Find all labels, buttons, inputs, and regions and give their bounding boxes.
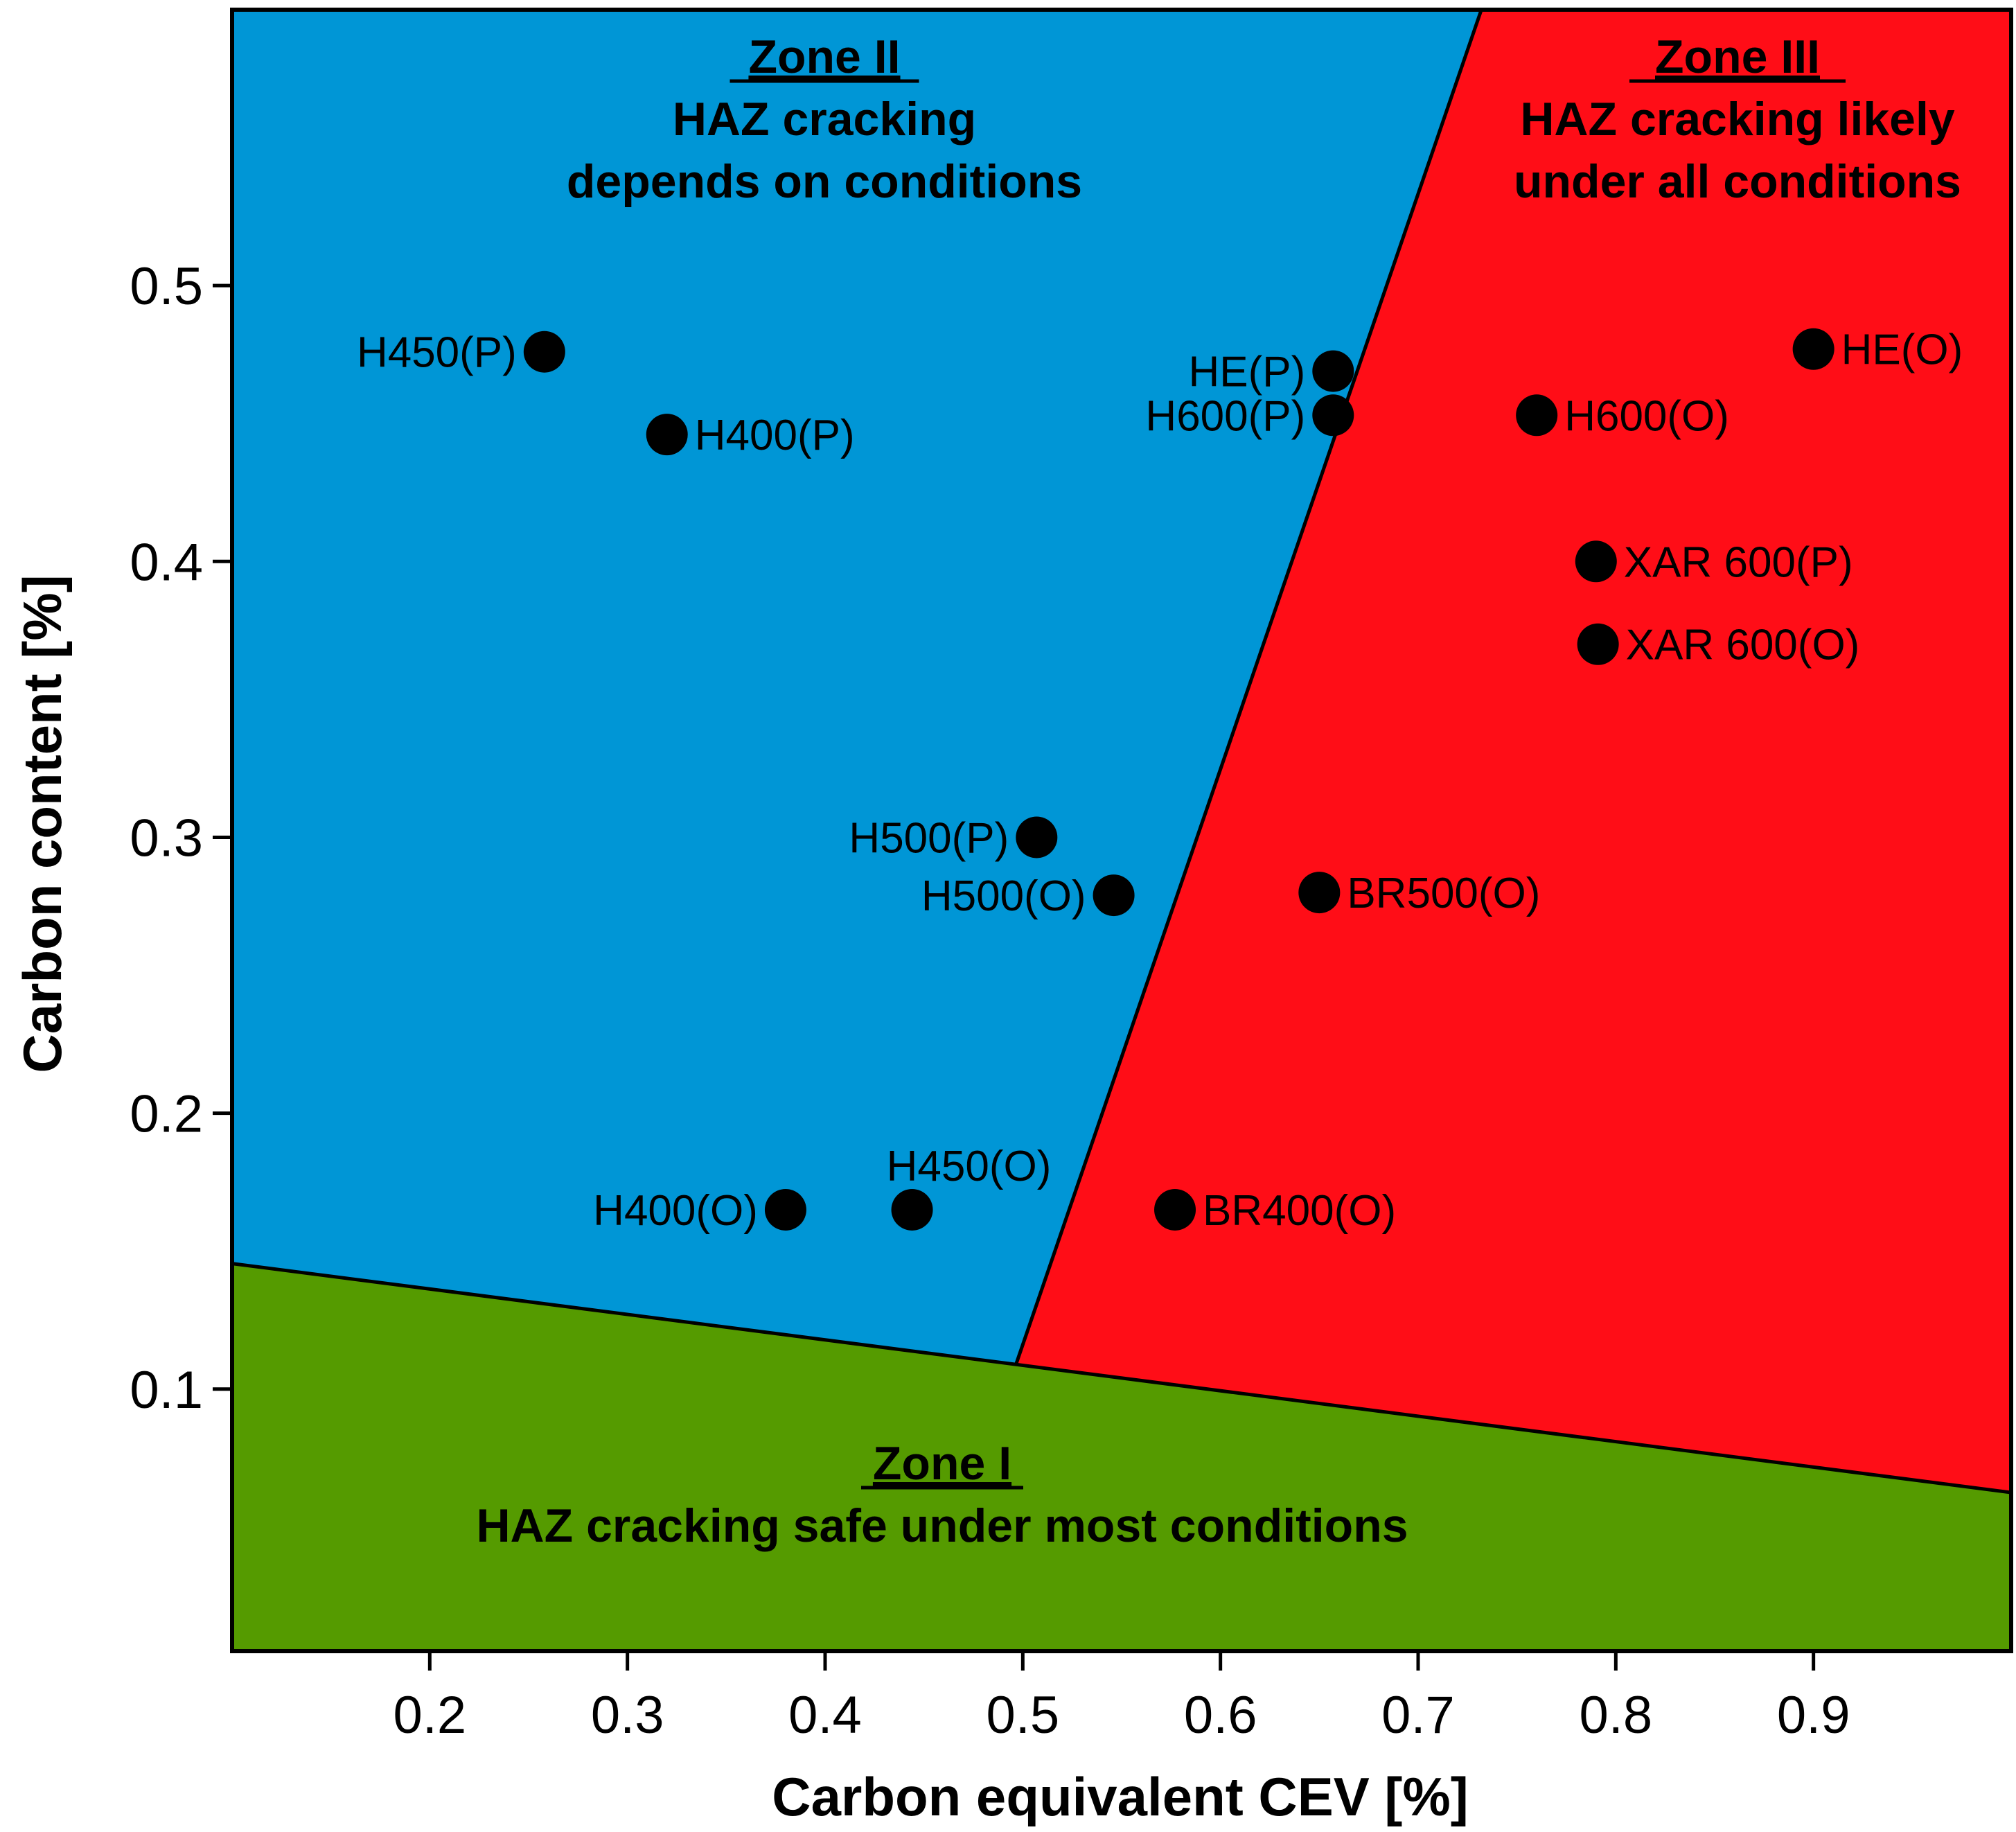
x-tick-label: 0.7 <box>1381 1686 1455 1745</box>
boundary-line-1 <box>231 1262 2012 1495</box>
x-tick-label: 0.4 <box>788 1686 862 1745</box>
data-point <box>1312 350 1354 392</box>
point-label: H400(P) <box>695 412 855 459</box>
point-label: H500(O) <box>921 872 1086 920</box>
x-tick-label: 0.6 <box>1184 1686 1257 1745</box>
boundary-line-2 <box>1014 9 1483 1366</box>
point-label: H500(P) <box>849 814 1009 862</box>
zone1-region <box>232 1263 2011 1651</box>
x-tick-label: 0.2 <box>394 1686 467 1745</box>
zone3-title: Zone III <box>1655 30 1820 83</box>
zones-layer <box>232 10 2011 1651</box>
y-tick-label: 0.3 <box>130 809 203 867</box>
data-points: H450(P) H400(P) HE(P)H600(P) HE(O) H600(O) XA… <box>357 326 1963 1235</box>
x-tick-label: 0.8 <box>1580 1686 1653 1745</box>
y-tick-label: 0.5 <box>130 257 203 316</box>
zone3-description: under all conditions <box>1514 155 1961 208</box>
point-label: H400(O) <box>593 1187 758 1235</box>
zone2-description: HAZ cracking <box>673 93 976 146</box>
data-point <box>1298 872 1341 914</box>
point-label: XAR 600(P) <box>1624 538 1853 586</box>
y-axis: 0.1 0.2 0.3 0.4 0.5 <box>130 257 232 1420</box>
data-point <box>646 414 688 456</box>
plot-frame <box>230 8 2013 1653</box>
zone2-description: depends on conditions <box>567 155 1082 208</box>
point-label: BR500(O) <box>1347 870 1540 917</box>
y-tick-label: 0.4 <box>130 533 203 592</box>
zone1-title: Zone I <box>873 1437 1011 1490</box>
y-tick-label: 0.1 <box>130 1361 203 1420</box>
point-label: H600(O) <box>1564 392 1729 440</box>
x-tick-label: 0.5 <box>987 1686 1060 1745</box>
point-label: XAR 600(O) <box>1626 622 1860 669</box>
zone-labels: Zone I HAZ cracking safe under most condi… <box>476 30 1961 1552</box>
data-point <box>1312 394 1354 437</box>
point-label: H450(P) <box>357 329 517 377</box>
data-point <box>891 1188 933 1231</box>
zone3-description: HAZ cracking likely <box>1520 93 1955 146</box>
point-label: HE(P) <box>1189 349 1306 396</box>
data-point <box>1575 540 1617 583</box>
x-tick-label: 0.9 <box>1777 1686 1850 1745</box>
y-axis-title: Carbon content [%] <box>12 574 73 1073</box>
data-point <box>1577 623 1619 665</box>
data-point <box>1093 874 1135 917</box>
point-label: H450(O) <box>887 1143 1052 1190</box>
x-axis-title: Carbon equivalent CEV [%] <box>772 1766 1468 1827</box>
data-point <box>764 1188 806 1231</box>
data-point <box>523 331 565 373</box>
data-point <box>1516 394 1558 437</box>
data-point <box>1154 1188 1196 1231</box>
data-point <box>1016 816 1058 858</box>
point-label: H600(P) <box>1145 392 1305 440</box>
zone2-title: Zone II <box>748 30 900 83</box>
y-tick-label: 0.2 <box>130 1085 203 1144</box>
data-point <box>1792 328 1834 370</box>
x-tick-label: 0.3 <box>591 1686 664 1745</box>
zone3-region <box>1016 10 2011 1493</box>
point-label: HE(O) <box>1841 326 1963 374</box>
zone-boundaries <box>231 9 2012 1495</box>
zone1-description: HAZ cracking safe under most conditions <box>476 1499 1408 1552</box>
point-label: BR400(O) <box>1203 1187 1396 1235</box>
x-axis: 0.2 0.3 0.4 0.5 0.6 0.7 0.8 0.9 <box>394 1651 1850 1745</box>
